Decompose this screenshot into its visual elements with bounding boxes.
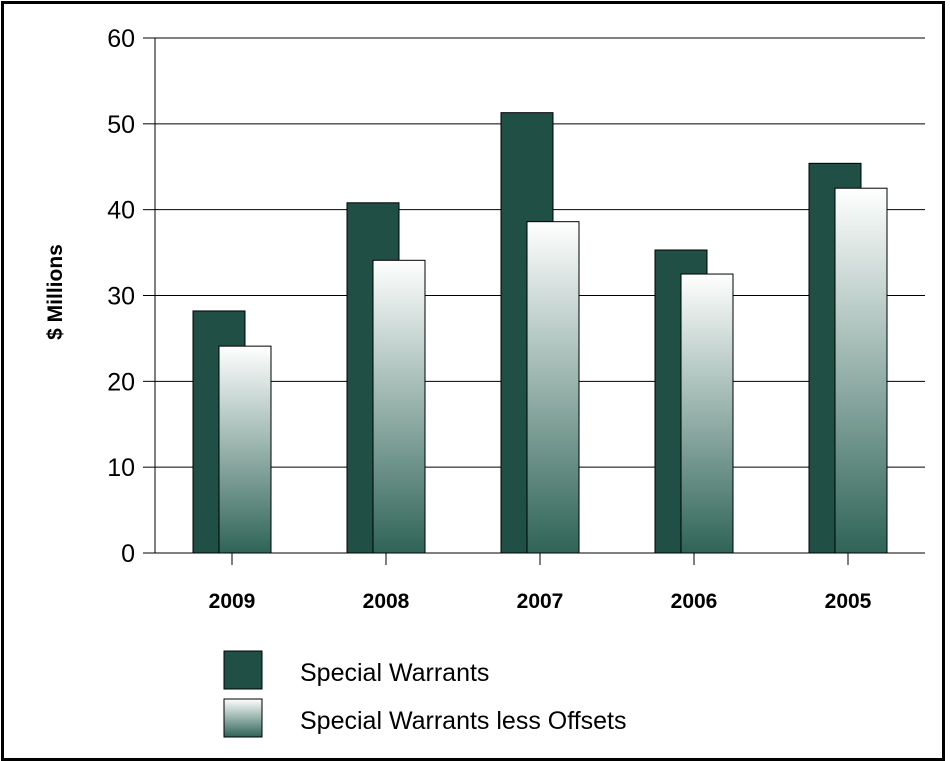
y-axis-title: $ Millions bbox=[44, 244, 67, 340]
legend-swatch-special-warrants bbox=[223, 650, 263, 690]
legend-swatch-less-offsets bbox=[223, 698, 263, 738]
bars bbox=[192, 112, 888, 554]
legend: Special Warrants Special Warrants less O… bbox=[223, 650, 627, 738]
bar-less-offsets-2009 bbox=[218, 345, 272, 554]
x-tick-label-2008: 2008 bbox=[363, 590, 410, 613]
x-tick-label-2005: 2005 bbox=[825, 590, 872, 613]
legend-label-less-offsets: Special Warrants less Offsets bbox=[300, 707, 627, 735]
bar-less-offsets-2006 bbox=[680, 273, 734, 554]
bar-less-offsets-2005 bbox=[834, 187, 888, 554]
bar-less-offsets-2007 bbox=[526, 221, 580, 554]
bar-less-offsets-2008 bbox=[372, 259, 426, 554]
y-tick-label: 40 bbox=[107, 197, 135, 225]
y-tick-label: 30 bbox=[107, 283, 135, 311]
y-tick-label: 50 bbox=[107, 111, 135, 139]
x-tick-label-2009: 2009 bbox=[209, 590, 256, 613]
x-tick-label-2006: 2006 bbox=[671, 590, 718, 613]
axis-labels: 0 10 20 30 40 50 60 2009 2008 2007 2006 2005 bbox=[107, 25, 871, 613]
y-tick-label: 20 bbox=[107, 368, 135, 396]
y-tick-label: 10 bbox=[107, 454, 135, 482]
legend-label-special-warrants: Special Warrants bbox=[300, 659, 489, 687]
x-tick-label-2007: 2007 bbox=[517, 590, 564, 613]
y-tick-label: 60 bbox=[107, 25, 135, 53]
y-tick-label: 0 bbox=[121, 540, 135, 568]
